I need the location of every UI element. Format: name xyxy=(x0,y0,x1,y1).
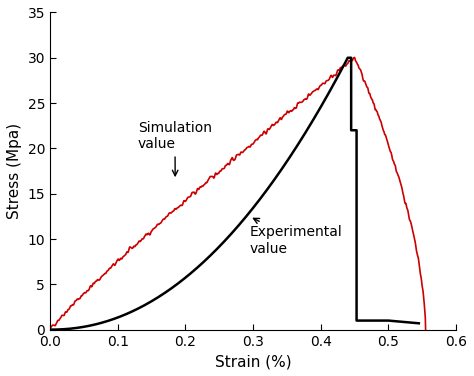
Y-axis label: Stress (Mpa): Stress (Mpa) xyxy=(7,123,22,219)
X-axis label: Strain (%): Strain (%) xyxy=(215,354,292,369)
Text: Simulation
value: Simulation value xyxy=(138,121,212,176)
Text: Experimental
value: Experimental value xyxy=(250,218,342,256)
